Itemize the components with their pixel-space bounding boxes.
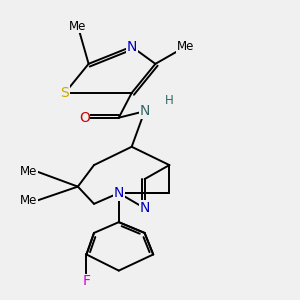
Text: O: O bbox=[79, 111, 90, 125]
Text: Me: Me bbox=[20, 194, 37, 207]
Text: S: S bbox=[61, 86, 69, 100]
Text: N: N bbox=[114, 186, 124, 200]
Text: H: H bbox=[165, 94, 174, 107]
Text: Me: Me bbox=[69, 20, 86, 33]
Text: N: N bbox=[140, 201, 150, 215]
Text: F: F bbox=[82, 274, 91, 288]
Text: N: N bbox=[127, 40, 137, 54]
Text: N: N bbox=[140, 104, 150, 118]
Text: Me: Me bbox=[177, 40, 194, 53]
Text: Me: Me bbox=[20, 165, 37, 178]
